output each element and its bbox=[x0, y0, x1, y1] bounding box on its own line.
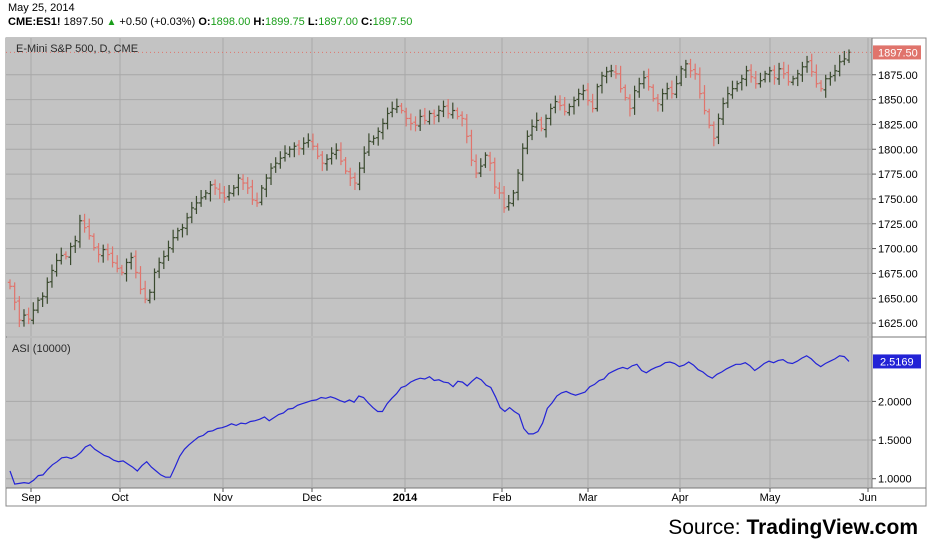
up-arrow-icon: ▲ bbox=[106, 17, 117, 28]
last-price: 1897.50 bbox=[63, 16, 104, 28]
time-tick-label: May bbox=[760, 492, 781, 504]
open-value: 1898.00 bbox=[210, 16, 251, 28]
price-tick-label: 1650.00 bbox=[878, 293, 918, 305]
price-tick-label: 1725.00 bbox=[878, 219, 918, 231]
quote-line: CME:ES1! 1897.50 ▲ +0.50 (+0.03%) O:1898… bbox=[8, 16, 412, 28]
close-value: 1897.50 bbox=[372, 16, 413, 28]
close-label: C: bbox=[361, 16, 373, 28]
price-tick-label: 1825.00 bbox=[878, 119, 918, 131]
price-tick-label: 1875.00 bbox=[878, 70, 918, 82]
price-tick-label: 1775.00 bbox=[878, 169, 918, 181]
time-tick-label: Oct bbox=[111, 492, 128, 504]
time-tick-label: Sep bbox=[21, 492, 41, 504]
time-tick-label: Feb bbox=[493, 492, 512, 504]
chart-date: May 25, 2014 bbox=[8, 2, 75, 14]
asi-value-badge-label: 2.5169 bbox=[880, 356, 914, 368]
time-tick-label: Apr bbox=[671, 492, 688, 504]
price-tick-label: 1800.00 bbox=[878, 144, 918, 156]
symbol-label[interactable]: CME:ES1! bbox=[8, 16, 61, 28]
price-tick-label: 1625.00 bbox=[878, 318, 918, 330]
high-value: 1899.75 bbox=[265, 16, 305, 28]
asi-line bbox=[9, 355, 850, 485]
asi-value-badge bbox=[873, 354, 921, 369]
asi-tick-label: 1.5000 bbox=[878, 435, 912, 447]
last-price-badge-label: 1897.50 bbox=[878, 47, 918, 59]
low-value: 1897.00 bbox=[318, 16, 358, 28]
source-prefix: Source: bbox=[668, 516, 747, 539]
price-tick-label: 1750.00 bbox=[878, 194, 918, 206]
source-brand: TradingView.com bbox=[746, 516, 918, 539]
asi-tick-label: 1.0000 bbox=[878, 474, 912, 486]
price-pane-title: E-Mini S&P 500, D, CME bbox=[16, 43, 138, 55]
price-change: +0.50 (+0.03%) bbox=[119, 16, 196, 28]
asi-tick-label: 2.0000 bbox=[878, 396, 912, 408]
high-label: H: bbox=[253, 16, 265, 28]
last-price-badge bbox=[873, 45, 921, 60]
asi-pane-title: ASI (10000) bbox=[12, 343, 71, 355]
low-label: L: bbox=[307, 16, 319, 28]
asi-pane bbox=[6, 338, 872, 488]
time-tick-label: 2014 bbox=[393, 492, 418, 504]
price-tick-label: 1675.00 bbox=[878, 268, 918, 280]
price-tick-label: 1700.00 bbox=[878, 244, 918, 256]
time-tick-label: Jun bbox=[859, 492, 877, 504]
time-tick-label: Mar bbox=[579, 492, 598, 504]
source-credit: Source: TradingView.com bbox=[668, 516, 918, 540]
open-label: O: bbox=[198, 16, 211, 28]
time-tick-label: Dec bbox=[302, 492, 322, 504]
price-tick-label: 1850.00 bbox=[878, 95, 918, 107]
time-tick-label: Nov bbox=[213, 492, 233, 504]
